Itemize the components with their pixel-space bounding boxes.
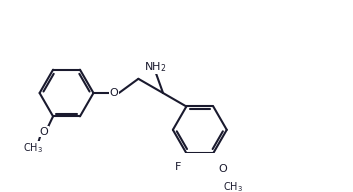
Text: F: F xyxy=(175,162,181,172)
Text: NH$_2$: NH$_2$ xyxy=(144,60,167,74)
Text: O: O xyxy=(218,164,227,174)
Text: O: O xyxy=(109,88,118,98)
Text: CH$_3$: CH$_3$ xyxy=(223,180,243,192)
Text: CH$_3$: CH$_3$ xyxy=(23,142,43,155)
Text: O: O xyxy=(40,127,48,137)
